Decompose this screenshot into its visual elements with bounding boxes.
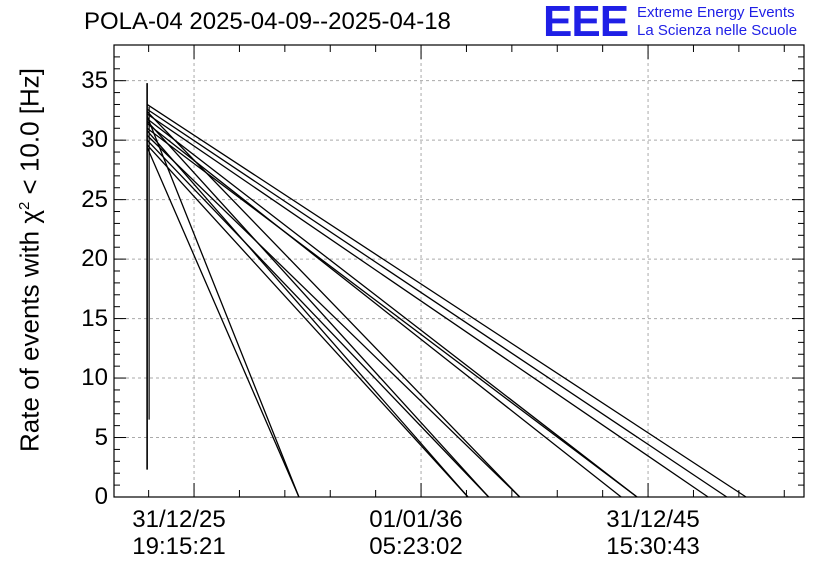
series-line-0 xyxy=(146,103,747,498)
series-line-11 xyxy=(146,144,469,498)
series-line-13 xyxy=(146,147,300,498)
x-tick-date: 31/12/25 xyxy=(132,506,226,533)
series-line-8 xyxy=(146,130,469,498)
series-line-12 xyxy=(146,116,300,498)
series-line-10 xyxy=(146,139,490,498)
logo-caption-line2: La Scienza nelle Scuole xyxy=(637,22,798,39)
y-tick-label: 15 xyxy=(81,304,108,332)
x-tick-label-0: 31/12/25 19:15:21 xyxy=(132,506,225,560)
logo-caption: Extreme Energy Events La Scienza nelle S… xyxy=(637,4,797,40)
y-axis-label-chi: χ xyxy=(14,210,45,224)
axis-ticks xyxy=(114,45,804,498)
y-axis-label-sup: 2 xyxy=(15,201,33,211)
x-tick-date: 31/12/45 xyxy=(606,506,700,533)
series-line-6 xyxy=(146,111,521,498)
series-line-4 xyxy=(146,122,622,498)
y-axis-label: Rate of events with χ2 < 10.0 [Hz] xyxy=(15,68,46,452)
data-series xyxy=(146,83,747,498)
x-tick-time: 15:30:43 xyxy=(606,533,700,560)
series-line-3 xyxy=(146,118,638,498)
eee-logo: EEE xyxy=(543,0,629,46)
logo-caption-line1: Extreme Energy Events xyxy=(637,4,795,21)
y-axis-label-suffix: < 10.0 [Hz] xyxy=(14,67,45,202)
x-tick-label-2: 31/12/45 15:30:43 xyxy=(606,506,699,560)
plot-frame xyxy=(113,44,805,498)
y-axis-label-prefix: Rate of events with xyxy=(14,223,45,453)
y-tick-label: 10 xyxy=(81,364,108,392)
x-tick-label-1: 01/01/36 05:23:02 xyxy=(369,506,462,560)
x-tick-time: 05:23:02 xyxy=(369,533,463,560)
series-line-1 xyxy=(146,108,728,498)
y-tick-label: 20 xyxy=(81,245,108,273)
x-tick-time: 19:15:21 xyxy=(132,533,226,560)
series-line-2 xyxy=(146,113,709,498)
series-line-9 xyxy=(146,134,521,498)
series-line-7 xyxy=(146,120,490,498)
y-tick-label: 30 xyxy=(81,126,108,154)
grid-lines xyxy=(114,45,804,497)
y-tick-label: 5 xyxy=(94,423,108,451)
y-tick-label: 25 xyxy=(81,185,108,213)
x-tick-date: 01/01/36 xyxy=(369,506,463,533)
chart-title: POLA-04 2025-04-09--2025-04-18 xyxy=(84,8,451,35)
y-tick-label: 35 xyxy=(81,66,108,94)
series-line-5 xyxy=(146,127,638,498)
y-tick-label: 0 xyxy=(94,483,108,510)
